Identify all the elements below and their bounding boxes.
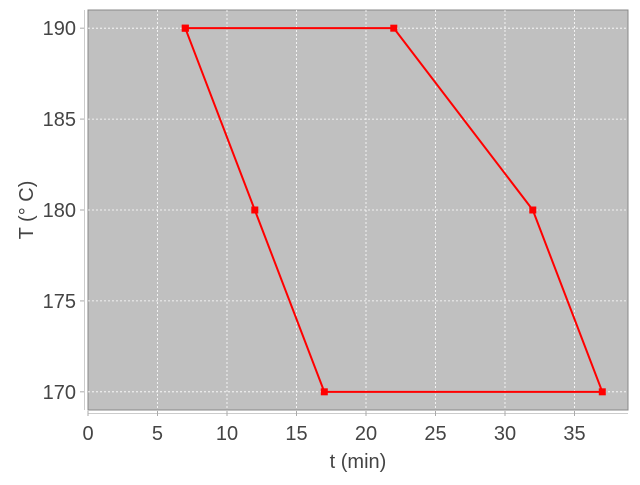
data-point xyxy=(529,206,537,214)
x-tick-label: 30 xyxy=(494,423,516,445)
y-axis-label: T (° C) xyxy=(16,181,38,240)
y-tick-label: 170 xyxy=(43,382,76,404)
y-tick-label: 185 xyxy=(43,109,76,131)
x-ticks: 0 5 10 15 20 25 30 35 xyxy=(82,411,586,445)
data-point xyxy=(320,388,328,396)
x-axis-label: t (min) xyxy=(330,451,387,473)
y-tick-label: 175 xyxy=(43,291,76,313)
x-tick-label: 15 xyxy=(285,423,307,445)
data-point xyxy=(598,388,606,396)
x-tick-label: 0 xyxy=(82,423,93,445)
x-tick-label: 10 xyxy=(216,423,238,445)
y-tick-label: 180 xyxy=(43,200,76,222)
y-tick-label: 190 xyxy=(43,18,76,40)
x-tick-label: 5 xyxy=(152,423,163,445)
series xyxy=(181,24,606,396)
data-point xyxy=(251,206,259,214)
y-ticks: 170 175 180 185 190 xyxy=(43,18,84,404)
x-tick-label: 35 xyxy=(563,423,585,445)
data-point xyxy=(390,24,398,32)
data-point xyxy=(181,24,189,32)
x-tick-label: 25 xyxy=(424,423,446,445)
x-tick-label: 20 xyxy=(355,423,377,445)
